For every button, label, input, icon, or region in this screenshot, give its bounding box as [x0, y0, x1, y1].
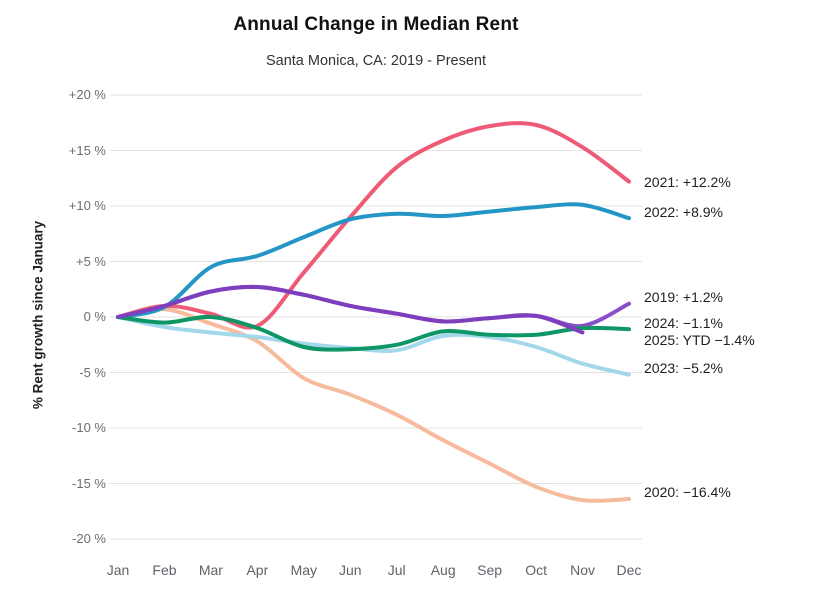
series-end-label-2023: 2023: −5.2% — [644, 359, 724, 376]
y-axis-tick-label: +15 % — [68, 142, 106, 158]
series-line-2024 — [116, 314, 631, 352]
series-end-label-2025: 2025: YTD −1.4% — [644, 331, 755, 348]
x-axis-label-feb: Feb — [152, 562, 177, 578]
x-axis-label-mar: Mar — [198, 562, 223, 578]
series-line-2025 — [116, 284, 585, 335]
x-axis-label-apr: Apr — [246, 562, 269, 578]
x-axis-label-sep: Sep — [477, 562, 503, 578]
y-axis-tick-label: -5 % — [79, 364, 106, 380]
x-axis-label-jan: Jan — [106, 562, 130, 578]
series-end-label-2020: 2020: −16.4% — [644, 484, 731, 501]
y-axis-tick-label: +20 % — [68, 87, 106, 102]
x-axis-label-aug: Aug — [430, 562, 456, 578]
y-axis-tick-label: -15 % — [72, 475, 106, 491]
series-end-label-2024: 2024: −1.1% — [644, 315, 724, 332]
x-axis-label-nov: Nov — [570, 562, 595, 578]
page-title: Annual Change in Median Rent — [233, 14, 519, 35]
x-axis-label-oct: Oct — [525, 562, 547, 578]
page-subtitle: Santa Monica, CA: 2019 - Present — [265, 53, 487, 69]
y-axis-tick-label: +5 % — [76, 253, 106, 269]
series-line-2023 — [116, 315, 631, 377]
series-line-2022 — [116, 202, 631, 319]
series-end-label-2022: 2022: +8.9% — [644, 204, 724, 221]
series-line-2020 — [116, 307, 631, 503]
y-axis-tick-label: -20 % — [72, 531, 106, 546]
y-axis-tick-label: -10 % — [72, 420, 106, 435]
series-end-label-2019: 2019: +1.2% — [644, 288, 724, 305]
x-axis-label-dec: Dec — [616, 562, 642, 578]
series-line-2021 — [116, 121, 631, 330]
x-axis-label-jul: Jul — [387, 562, 406, 578]
x-axis-label-may: May — [290, 562, 318, 578]
y-axis-tick-label: 0 % — [83, 309, 106, 324]
series-end-label-2021: 2021: +12.2% — [644, 173, 731, 190]
x-axis-label-jun: Jun — [338, 562, 362, 578]
y-axis-tick-label: +10 % — [68, 198, 106, 213]
